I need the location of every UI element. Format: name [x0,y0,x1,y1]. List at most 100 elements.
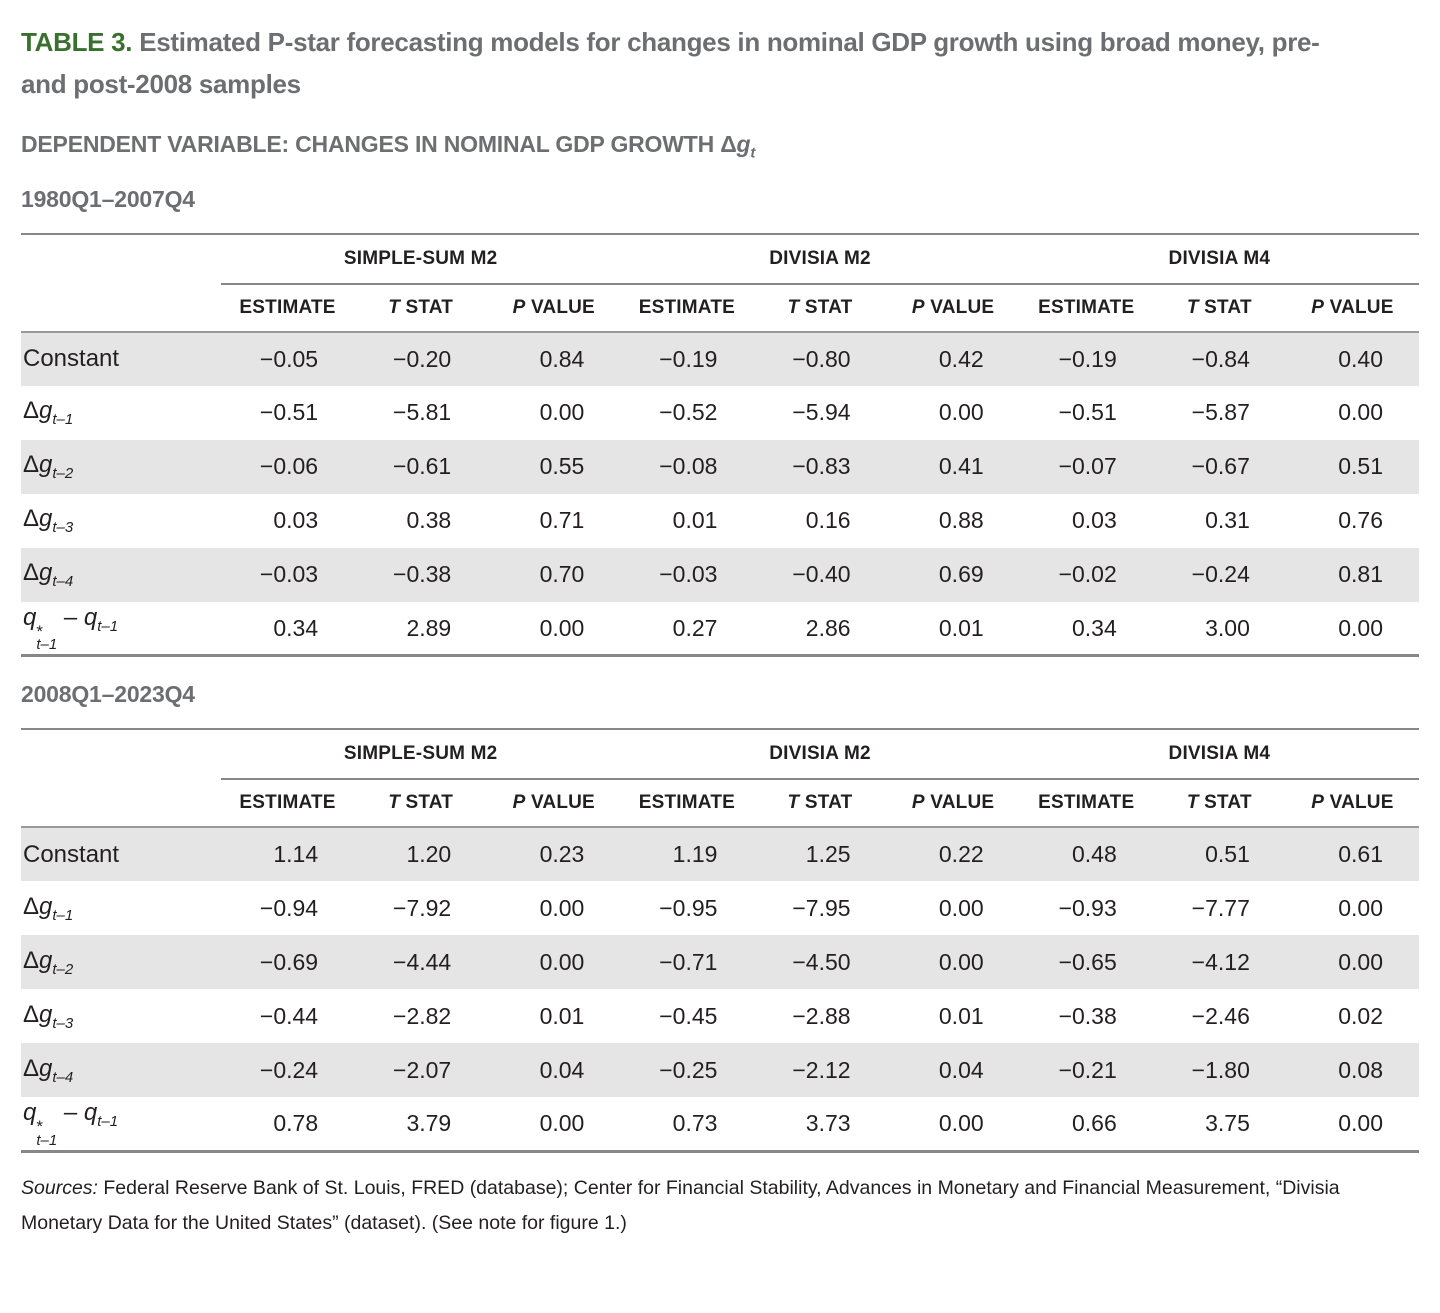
cell-value: −0.52 [659,399,718,426]
header-text: ESTIMATE [239,792,336,814]
cell-value: 0.00 [1338,894,1383,921]
cell-value: 0.02 [1338,1002,1383,1029]
group-header-simple-sum-m2: SIMPLE-SUM M2 [221,233,621,285]
column-header-p-value: P VALUE [886,779,1020,829]
column-header-p-value: P VALUE [1285,283,1419,333]
cell-value: 1.25 [805,841,851,868]
cell-value: 0.76 [1338,507,1383,534]
cell-value: −0.84 [1191,345,1250,372]
table-row: q * t–1 – qt–1 0.34 2.89 0.00 0.27 2.86 0.01 0.34… [21,602,1419,656]
cell-value: 0.51 [1338,453,1383,480]
table-row: Δgt–2 −0.69 −4.44 0.00 −0.71 −4.50 0.00 −0.65 −4… [21,935,1419,990]
cell-value: −0.51 [259,399,319,426]
column-header-p-value: P VALUE [886,283,1020,333]
cell-value: 0.38 [406,507,452,534]
cell-value: 0.34 [273,614,319,641]
lag-subscript: t–2 [52,465,74,483]
cell-value: 0.01 [938,614,984,641]
group-header-simple-sum-m2: SIMPLE-SUM M2 [221,729,621,781]
cell-value: −7.92 [393,894,452,921]
cell-value: 0.88 [938,507,984,534]
row-label: Δgt–1 [23,397,74,429]
lag-variable: g [39,397,53,425]
header-text: ESTIMATE [1038,296,1135,318]
cell-value: −0.24 [259,1056,319,1083]
row-label: Constant [21,332,221,386]
column-header-t-stat: T STAT [1152,283,1286,333]
cell-value: −2.46 [1191,1002,1250,1029]
cell-value: 0.84 [539,345,585,372]
italic-stat-letter: P [1311,296,1325,318]
lag-variable: g [39,1000,53,1028]
table-number-label: TABLE 3. [21,27,133,57]
cell-value: −0.07 [1058,453,1117,480]
cell-value: 2.86 [805,614,851,641]
cell-value: −0.61 [393,453,452,480]
table-row: Constant −0.05 −0.20 0.84 −0.19 −0.80 0.42 −0.1… [21,331,1419,386]
cell-value: 0.40 [1338,345,1383,372]
corner-cell [21,729,221,779]
italic-stat-letter: T [787,296,800,318]
cell-value: −0.02 [1058,561,1117,588]
cell-value: −2.12 [792,1056,851,1083]
row-label: Δgt–2 [23,946,74,978]
cell-value: −0.19 [659,345,718,372]
cell-value: 1.19 [672,841,718,868]
lag-subscript: t–2 [52,960,74,978]
lag-variable: g [39,892,53,920]
row-label: Δgt–1 [23,892,74,924]
cell-value: −0.45 [659,1002,718,1029]
lag-subscript: t–3 [52,519,74,537]
sources-label: Sources: [21,1176,98,1199]
row-label: Δgt–4 [23,559,74,591]
italic-stat-letter: P [1311,792,1325,814]
cell-value: 0.69 [938,561,984,588]
q-subscript: t–1 [97,617,119,635]
cell-value: 0.66 [1072,1110,1117,1137]
row-label: Δgt–3 [23,505,74,537]
cell-value: −0.95 [659,894,718,921]
cell-value: 0.01 [938,1002,984,1029]
section-heading-2008q1-2023q4: 2008Q1–2023Q4 [21,681,195,708]
minus-separator: – [57,603,84,631]
cell-value: 0.00 [539,894,585,921]
cell-value: 0.70 [539,561,585,588]
cell-value: −5.94 [792,399,851,426]
cell-value: 0.23 [539,841,585,868]
cell-value: −0.65 [1058,948,1117,975]
cell-value: −0.44 [259,1002,319,1029]
cell-value: 0.51 [1205,841,1250,868]
row-label: Δgt–4 [23,1054,74,1086]
header-text: VALUE [924,792,995,814]
italic-stat-letter: T [1186,792,1199,814]
italic-stat-letter: T [787,792,800,814]
cell-value: 0.78 [273,1110,319,1137]
group-header-divisia-m2: DIVISIA M2 [620,729,1020,781]
sub-corner-cell [21,779,221,829]
cell-value: 0.48 [1072,841,1117,868]
delta-g-symbol: Δgt [720,131,756,162]
table-row: Δgt–1 −0.51 −5.81 0.00 −0.52 −5.94 0.00 −0.51 −5… [21,386,1419,440]
cell-value: 0.00 [539,399,585,426]
cell-value: −4.50 [792,948,851,975]
table-row: Constant 1.14 1.20 0.23 1.19 1.25 0.22 0.48 0.51… [21,827,1419,882]
column-header-p-value: P VALUE [487,779,621,829]
cell-value: 3.75 [1205,1110,1250,1137]
cell-value: −0.24 [1191,561,1250,588]
cell-value: 0.34 [1072,614,1117,641]
cell-value: −0.67 [1191,453,1250,480]
italic-stat-letter: P [911,792,925,814]
cell-value: 0.00 [938,1110,984,1137]
column-header-t-stat: T STAT [1152,779,1286,829]
header-text: VALUE [924,296,995,318]
document-page: TABLE 3. Estimated P-star forecasting mo… [21,27,1419,1234]
header-text: STAT [1198,792,1252,814]
italic-stat-letter: P [911,296,925,318]
table-row: q * t–1 – qt–1 0.78 3.79 0.00 0.73 3.73 0.00 0.66… [21,1097,1419,1151]
cell-value: −0.51 [1058,399,1117,426]
column-header-estimate: ESTIMATE [1019,779,1153,829]
table-row: Δgt–2 −0.06 −0.61 0.55 −0.08 −0.83 0.41 −0.07 −0… [21,439,1419,494]
table-row: Δgt–3 −0.44 −2.82 0.01 −0.45 −2.88 0.01 −0.38 −2… [21,989,1419,1043]
cell-value: −7.77 [1191,894,1250,921]
dependent-variable-text: DEPENDENT VARIABLE: CHANGES IN NOMINAL G… [21,131,721,158]
